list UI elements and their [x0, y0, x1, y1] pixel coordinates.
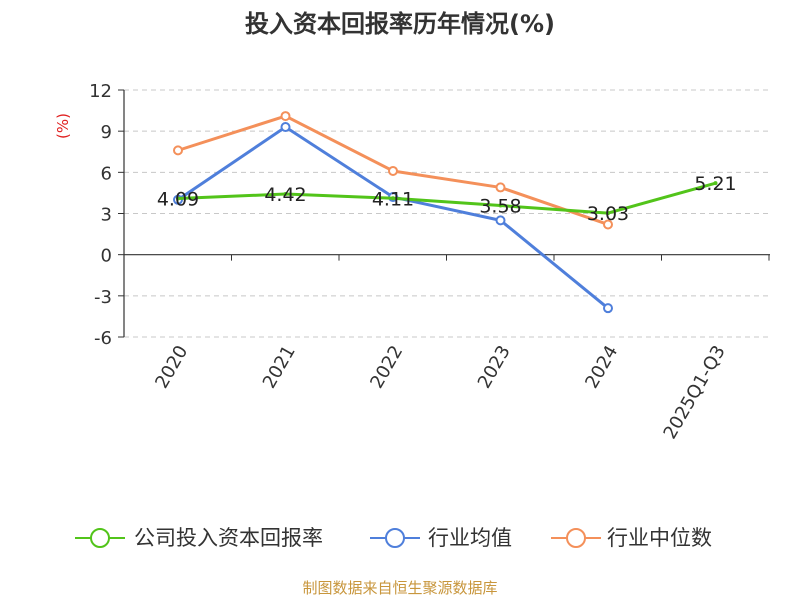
series-line — [177, 181, 716, 215]
data-point[interactable] — [391, 196, 395, 201]
data-point[interactable] — [173, 145, 183, 156]
data-point[interactable] — [495, 215, 506, 226]
legend-item-1[interactable]: 行业均值 — [370, 526, 512, 550]
legend-item-2[interactable]: 行业中位数 — [551, 526, 712, 550]
legend-label: 行业中位数 — [607, 526, 712, 550]
data-point[interactable] — [498, 203, 503, 208]
x-tick-label: 2022 — [366, 342, 407, 392]
data-point[interactable] — [283, 192, 288, 197]
y-tick-label: 6 — [101, 163, 112, 184]
data-point[interactable] — [388, 165, 398, 176]
legend-marker — [385, 528, 405, 548]
data-label: 4.11 — [372, 188, 414, 210]
x-tick-label: 2020 — [151, 342, 192, 392]
source-note: 制图数据来自恒生聚源数据库 — [302, 579, 497, 597]
legend-marker — [566, 528, 586, 548]
y-tick-label: 0 — [101, 246, 112, 267]
series-0 — [176, 181, 718, 216]
series-2 — [173, 111, 613, 230]
legend-item-0[interactable]: 公司投入资本回报率 — [75, 526, 323, 550]
series-1 — [173, 122, 613, 314]
y-axis-label: (%) — [54, 113, 72, 139]
x-tick-label: 2025Q1-Q3 — [660, 342, 730, 443]
legend[interactable]: 公司投入资本回报率 行业均值 行业中位数 — [75, 526, 712, 550]
data-point[interactable] — [713, 181, 718, 186]
legend-marker — [90, 528, 110, 548]
data-label: 3.58 — [479, 196, 521, 218]
data-labels: 4.09 4.42 4.11 3.58 3.03 5.21 — [157, 173, 737, 225]
data-point[interactable] — [280, 111, 291, 122]
series-layer — [173, 111, 718, 314]
y-tick-label: 12 — [89, 81, 112, 102]
axes: 12 9 6 3 0 -3 -6 2020 2021 2022 2023 2024 2025Q1-Q3 — [89, 81, 770, 443]
y-tick-label: 9 — [101, 122, 112, 143]
data-label: 5.21 — [694, 173, 736, 195]
data-label: 4.42 — [264, 184, 306, 206]
data-point[interactable] — [176, 196, 180, 201]
series-line — [177, 125, 609, 310]
x-tick-label: 2023 — [474, 342, 515, 392]
data-point[interactable] — [603, 219, 613, 230]
data-point[interactable] — [495, 182, 506, 193]
gridlines — [124, 89, 770, 338]
data-point[interactable] — [280, 122, 291, 133]
chart-title: 投入资本回报率历年情况(%) — [245, 10, 555, 38]
x-tick-label: 2024 — [581, 342, 622, 392]
data-label: 4.09 — [157, 189, 199, 211]
x-tick-label: 2021 — [259, 342, 300, 392]
y-tick-label: 3 — [101, 205, 112, 226]
y-tick-label: -6 — [94, 328, 112, 349]
legend-label: 行业均值 — [428, 526, 512, 550]
y-tick-label: -3 — [94, 287, 112, 308]
data-point[interactable] — [606, 211, 610, 216]
legend-label: 公司投入资本回报率 — [134, 526, 323, 550]
data-point[interactable] — [603, 303, 613, 314]
data-label: 3.03 — [587, 203, 629, 225]
